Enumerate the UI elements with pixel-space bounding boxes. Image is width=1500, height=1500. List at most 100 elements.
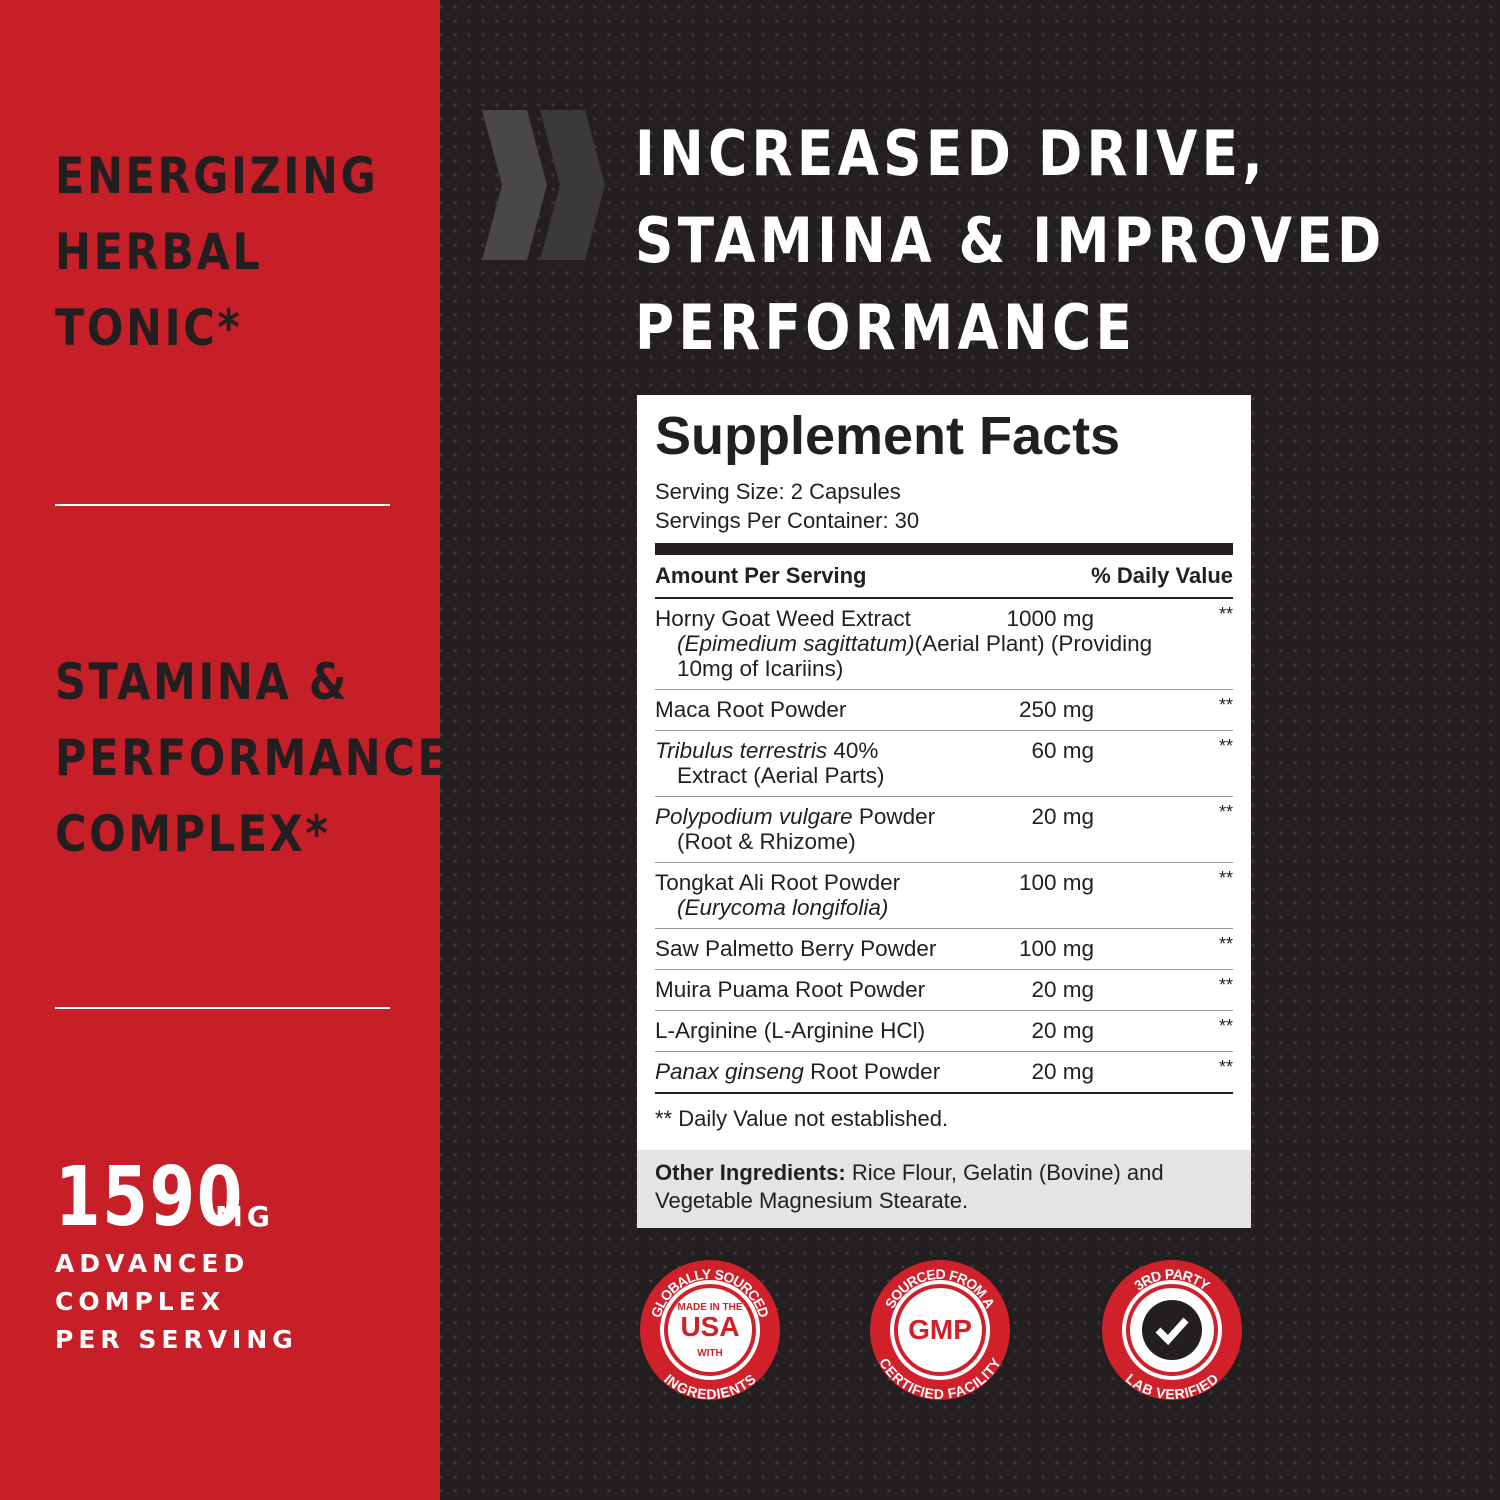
badge-inner — [898, 1288, 982, 1372]
ingredient-line: 10mg of Icariins) — [655, 656, 1233, 681]
caption: PER SERVING — [55, 1325, 298, 1354]
ingredient-line: Tribulus terrestris 40% — [655, 738, 1233, 763]
facts-row: Tribulus terrestris 40% Extract (Aerial P… — [655, 731, 1233, 797]
footnote: ** Daily Value not established. — [655, 1106, 949, 1131]
ingredient-text: Tongkat Ali Root Powder — [655, 870, 901, 895]
highlight-amount: 1590 — [55, 1150, 244, 1245]
facts-row: Horny Goat Weed Extract (Epimedium sagitt… — [655, 599, 1233, 690]
badge-center: USA — [680, 1311, 739, 1342]
highlight-unit: MG — [215, 1200, 274, 1233]
other-ingredients: Other Ingredients: Rice Flour, Gelatin (… — [637, 1150, 1251, 1228]
feature-line: ENERGIZING — [55, 147, 379, 205]
ingredient-line: Horny Goat Weed Extract — [655, 606, 1233, 631]
headline-line: STAMINA & IMPROVED — [635, 204, 1386, 277]
ingredient-text: Tribulus terrestris — [655, 738, 828, 763]
ingredient-text: 10mg of Icariins) — [677, 656, 844, 681]
ingredient-line: Extract (Aerial Parts) — [655, 763, 1233, 788]
ingredient-line: Tongkat Ali Root Powder — [655, 870, 1233, 895]
chevron — [540, 110, 605, 260]
other-label: Other Ingredients: — [655, 1160, 846, 1185]
highlight: 1590 MG ADVANCED COMPLEX PER SERVING — [55, 1150, 298, 1359]
ingredient-line: Panax ginseng Root Powder — [655, 1059, 1233, 1084]
supplement-facts: Supplement Facts Serving Size: 2 Capsule… — [637, 395, 1251, 1228]
facts-row: Tongkat Ali Root Powder (Eurycoma longifo… — [655, 863, 1233, 929]
check — [1155, 1317, 1189, 1346]
feature-line: TONIC* — [55, 299, 243, 357]
daily-value: ** — [1218, 604, 1233, 624]
feature-line: STAMINA & — [55, 653, 349, 711]
feature-line: COMPLEX* — [55, 805, 331, 863]
thick-bar — [655, 543, 1233, 555]
amount: 100 mg — [1018, 870, 1094, 895]
daily-value: ** — [1218, 736, 1233, 756]
feature: STAMINA & PERFORMANCE COMPLEX* — [55, 644, 449, 872]
daily-value: ** — [1218, 868, 1233, 888]
serving-size: Serving Size: 2 Capsules — [655, 479, 901, 504]
servings-per-container: Servings Per Container: 30 — [655, 508, 920, 533]
feature: ENERGIZING HERBAL TONIC* — [55, 138, 378, 366]
facts-row: Saw Palmetto Berry Powder 100 mg ** — [655, 929, 1233, 970]
facts-row: Maca Root Powder 250 mg ** — [655, 690, 1233, 731]
ingredient-line: Maca Root Powder — [655, 697, 1233, 722]
amount: 20 mg — [1031, 1059, 1094, 1084]
header-right: % Daily Value — [1091, 563, 1233, 588]
facts-rows: Horny Goat Weed Extract (Epimedium sagitt… — [655, 599, 1233, 1094]
ingredient-line: (Eurycoma longifolia) — [655, 895, 1233, 920]
badge-center: MADE IN THE — [678, 1302, 743, 1313]
facts-header: Amount Per Serving % Daily Value — [655, 555, 1233, 599]
daily-value: ** — [1218, 1057, 1233, 1077]
badge-ring — [1122, 1280, 1222, 1380]
daily-value: ** — [1218, 802, 1233, 822]
amount: 250 mg — [1018, 697, 1094, 722]
ingredient-line: (Root & Rhizome) — [655, 829, 1233, 854]
daily-value: ** — [1218, 1016, 1233, 1036]
ingredient-text: 40% — [827, 738, 879, 763]
ingredient-text: Powder — [852, 804, 936, 829]
amount: 20 mg — [1031, 804, 1094, 829]
facts-row: Panax ginseng Root Powder 20 mg ** — [655, 1052, 1233, 1094]
caption: ADVANCED — [55, 1249, 250, 1278]
badge-center: WITH — [697, 1348, 723, 1359]
check-bg — [1142, 1300, 1202, 1360]
badge-ring — [660, 1280, 760, 1380]
facts-row: L-Arginine (L-Arginine HCl) 20 mg ** — [655, 1011, 1233, 1052]
badge-inner — [668, 1288, 752, 1372]
amount: 20 mg — [1031, 1018, 1094, 1043]
daily-value: ** — [1218, 975, 1233, 995]
ingredient-text: Polypodium vulgare — [655, 804, 853, 829]
ingredient-text: (Aerial Plant) (Providing — [914, 631, 1153, 656]
badge-ring — [890, 1280, 990, 1380]
divider — [55, 1007, 390, 1009]
feature-line: PERFORMANCE — [55, 729, 450, 787]
ingredient-text: Saw Palmetto Berry Powder — [655, 936, 937, 961]
headline-line: PERFORMANCE — [635, 291, 1137, 364]
badge-center: GMP — [908, 1314, 972, 1345]
ingredient-text: Horny Goat Weed Extract — [655, 606, 911, 631]
amount: 20 mg — [1031, 977, 1094, 1002]
ingredient-line: Muira Puama Root Powder — [655, 977, 1233, 1002]
ingredient-text: (Epimedium sagittatum) — [677, 631, 915, 656]
amount: 100 mg — [1018, 936, 1094, 961]
ingredient-text: (Root & Rhizome) — [677, 829, 856, 854]
ingredient-text: Root Powder — [803, 1059, 941, 1084]
amount: 1000 mg — [1006, 606, 1094, 631]
ingredient-text: L-Arginine (L-Arginine HCl) — [655, 1018, 926, 1043]
feature-line: HERBAL — [55, 223, 263, 281]
ingredient-text: (Eurycoma longifolia) — [677, 895, 889, 920]
ingredient-line: L-Arginine (L-Arginine HCl) — [655, 1018, 1233, 1043]
ingredient-text: Extract (Aerial Parts) — [677, 763, 885, 788]
ingredient-text: Muira Puama Root Powder — [655, 977, 926, 1002]
headline-line: INCREASED DRIVE, — [635, 117, 1267, 190]
facts-title: Supplement Facts — [655, 406, 1121, 466]
caption: COMPLEX — [55, 1287, 226, 1316]
daily-value: ** — [1218, 934, 1233, 954]
facts-row: Muira Puama Root Powder 20 mg ** — [655, 970, 1233, 1011]
ingredient-text: Maca Root Powder — [655, 697, 847, 722]
chevron — [482, 110, 547, 260]
ingredient-line: Polypodium vulgare Powder — [655, 804, 1233, 829]
left-panel: ENERGIZING HERBAL TONIC* STAMINA & PERFO… — [0, 0, 447, 1500]
header-left: Amount Per Serving — [655, 563, 867, 588]
